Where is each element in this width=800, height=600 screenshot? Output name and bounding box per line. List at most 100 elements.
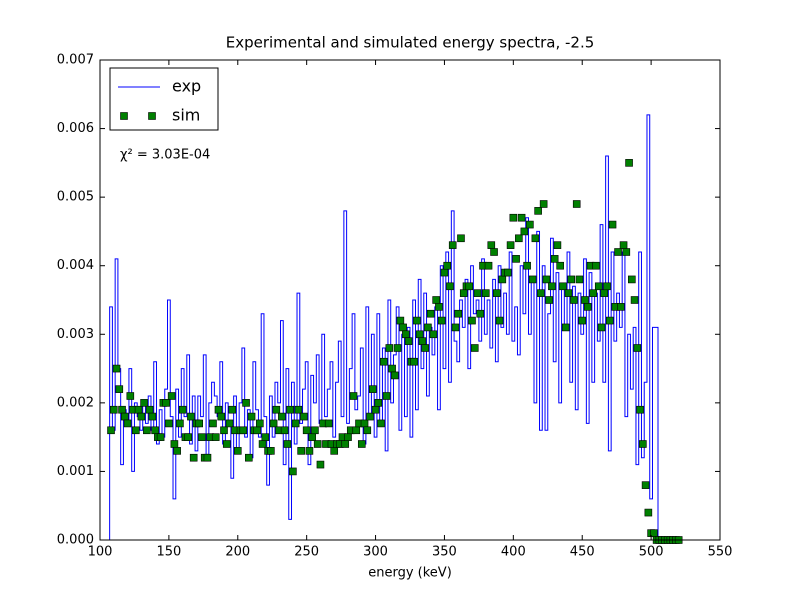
sim-marker	[382, 392, 391, 400]
sim-marker	[470, 344, 479, 352]
sim-marker	[368, 385, 377, 393]
sim-marker	[258, 440, 267, 448]
y-tick-label: 0.005	[57, 190, 94, 205]
sim-marker	[148, 412, 157, 421]
y-tick-label: 0.004	[57, 258, 94, 273]
sim-marker	[173, 447, 181, 455]
sim-marker	[424, 323, 432, 332]
sim-marker	[583, 303, 592, 311]
sim-marker	[484, 261, 493, 270]
sim-marker	[578, 316, 587, 325]
sim-marker	[432, 296, 440, 304]
sim-marker	[520, 227, 529, 236]
sim-marker	[341, 440, 350, 448]
sim-marker	[410, 357, 418, 366]
sim-marker	[537, 289, 545, 297]
sim-marker	[625, 159, 633, 167]
sim-marker	[413, 316, 421, 325]
sim-marker	[109, 405, 118, 414]
sim-marker	[556, 261, 564, 270]
sim-marker	[137, 412, 146, 421]
sim-marker	[644, 508, 653, 517]
sim-marker	[559, 282, 567, 291]
sim-marker	[178, 405, 187, 414]
sim-marker	[377, 419, 385, 428]
sim-marker	[357, 440, 366, 448]
x-tick-label: 500	[639, 545, 664, 560]
sim-marker	[385, 344, 394, 352]
sim-marker	[459, 289, 468, 297]
sim-marker	[294, 405, 303, 414]
sim-marker	[349, 392, 358, 400]
legend-label: exp	[172, 77, 201, 96]
x-tick-label: 250	[294, 545, 319, 560]
sim-marker	[636, 405, 644, 414]
sim-marker	[203, 453, 212, 462]
sim-marker	[156, 433, 165, 441]
sim-marker	[165, 419, 173, 428]
sim-marker	[308, 433, 316, 441]
sim-marker	[256, 419, 264, 428]
sim-marker	[589, 289, 598, 297]
sim-marker	[211, 433, 220, 441]
sim-marker	[542, 275, 551, 284]
sim-marker	[107, 426, 115, 435]
y-tick-label: 0.000	[57, 533, 94, 548]
sim-marker	[344, 433, 352, 441]
sim-marker	[429, 330, 438, 339]
sim-marker	[567, 275, 576, 284]
sim-marker	[269, 419, 278, 428]
sim-marker	[170, 440, 179, 448]
sim-marker	[451, 323, 460, 332]
x-tick-label: 150	[156, 545, 181, 560]
sim-marker	[550, 255, 559, 263]
sim-marker	[209, 419, 217, 428]
sim-marker	[603, 282, 611, 291]
legend-marker	[148, 112, 156, 120]
sim-marker	[305, 447, 314, 455]
y-tick-label: 0.003	[57, 327, 94, 342]
sim-marker	[121, 412, 129, 421]
sim-marker	[222, 440, 231, 448]
sim-marker	[297, 447, 305, 455]
sim-marker	[115, 385, 124, 393]
sim-marker	[198, 433, 206, 441]
sim-marker	[512, 255, 520, 263]
sim-marker	[517, 213, 526, 222]
sim-marker	[415, 330, 424, 339]
sim-marker	[380, 357, 388, 366]
sim-marker	[261, 433, 270, 441]
annotation: χ² = 3.03E-04	[120, 148, 210, 163]
sim-marker	[399, 323, 407, 332]
sim-marker	[515, 234, 523, 243]
sim-marker	[167, 392, 176, 400]
sim-marker	[614, 248, 622, 256]
sim-marker	[132, 426, 140, 435]
sim-marker	[217, 412, 226, 421]
sim-marker	[600, 289, 609, 297]
sim-marker	[187, 412, 195, 421]
sim-marker	[145, 405, 154, 414]
sim-marker	[278, 412, 286, 421]
sim-marker	[220, 426, 228, 435]
sim-marker	[531, 234, 540, 243]
sim-marker	[313, 440, 322, 448]
x-tick-label: 350	[432, 545, 457, 560]
sim-marker	[440, 268, 449, 277]
sim-marker	[225, 419, 234, 428]
sim-marker	[594, 282, 603, 291]
sim-marker	[619, 241, 628, 249]
sim-marker	[605, 316, 614, 325]
x-tick-label: 300	[363, 545, 388, 560]
y-tick-label: 0.006	[57, 121, 94, 136]
sim-marker	[468, 316, 476, 325]
sim-marker	[581, 296, 589, 304]
x-tick-label: 550	[708, 545, 733, 560]
sim-marker	[176, 419, 184, 428]
sim-marker	[151, 426, 159, 435]
sim-marker	[267, 447, 275, 455]
sim-marker	[448, 241, 457, 249]
sim-marker	[311, 426, 319, 435]
sim-marker	[388, 364, 396, 373]
